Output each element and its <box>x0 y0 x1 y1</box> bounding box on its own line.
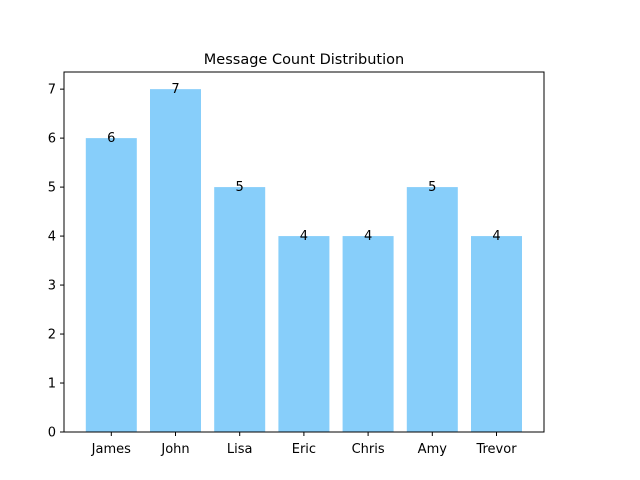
x-tick-label-john: John <box>160 442 189 457</box>
y-tick-label-6: 6 <box>48 132 56 147</box>
x-tick-label-chris: Chris <box>352 442 385 457</box>
data-label-eric: 4 <box>300 229 308 244</box>
x-tick-label-lisa: Lisa <box>227 442 253 457</box>
x-tick-label-eric: Eric <box>292 442 316 457</box>
data-label-amy: 5 <box>428 180 436 195</box>
data-label-lisa: 5 <box>236 180 244 195</box>
y-tick-label-2: 2 <box>48 328 56 343</box>
data-label-john: 7 <box>171 82 179 97</box>
bar-amy <box>406 187 458 432</box>
chart-title: Message Count Distribution <box>204 52 404 68</box>
x-axis: James John Lisa Eric Chris Amy Trevor <box>91 432 517 457</box>
y-tick-label-4: 4 <box>48 230 56 245</box>
bars-group <box>85 89 522 432</box>
x-tick-label-amy: Amy <box>418 442 448 457</box>
bar-trevor <box>471 236 522 432</box>
bar-john <box>150 89 201 432</box>
x-tick-label-trevor: Trevor <box>475 442 517 457</box>
bar-chris <box>342 236 394 432</box>
data-label-james: 6 <box>107 131 115 146</box>
x-tick-label-james: James <box>91 442 131 457</box>
y-tick-label-7: 7 <box>48 83 56 98</box>
y-tick-label-0: 0 <box>48 426 56 441</box>
y-tick-label-1: 1 <box>48 377 56 392</box>
bar-james <box>85 138 137 432</box>
y-tick-label-3: 3 <box>48 279 56 294</box>
data-label-chris: 4 <box>364 229 372 244</box>
y-axis: 0 1 2 3 4 5 6 7 <box>48 83 64 441</box>
plot-frame <box>63 71 545 433</box>
data-labels-group: 6 7 5 4 4 5 4 <box>107 82 500 244</box>
bar-eric <box>278 236 330 432</box>
data-label-trevor: 4 <box>492 229 500 244</box>
y-tick-label-5: 5 <box>48 181 56 196</box>
bar-lisa <box>214 187 266 432</box>
